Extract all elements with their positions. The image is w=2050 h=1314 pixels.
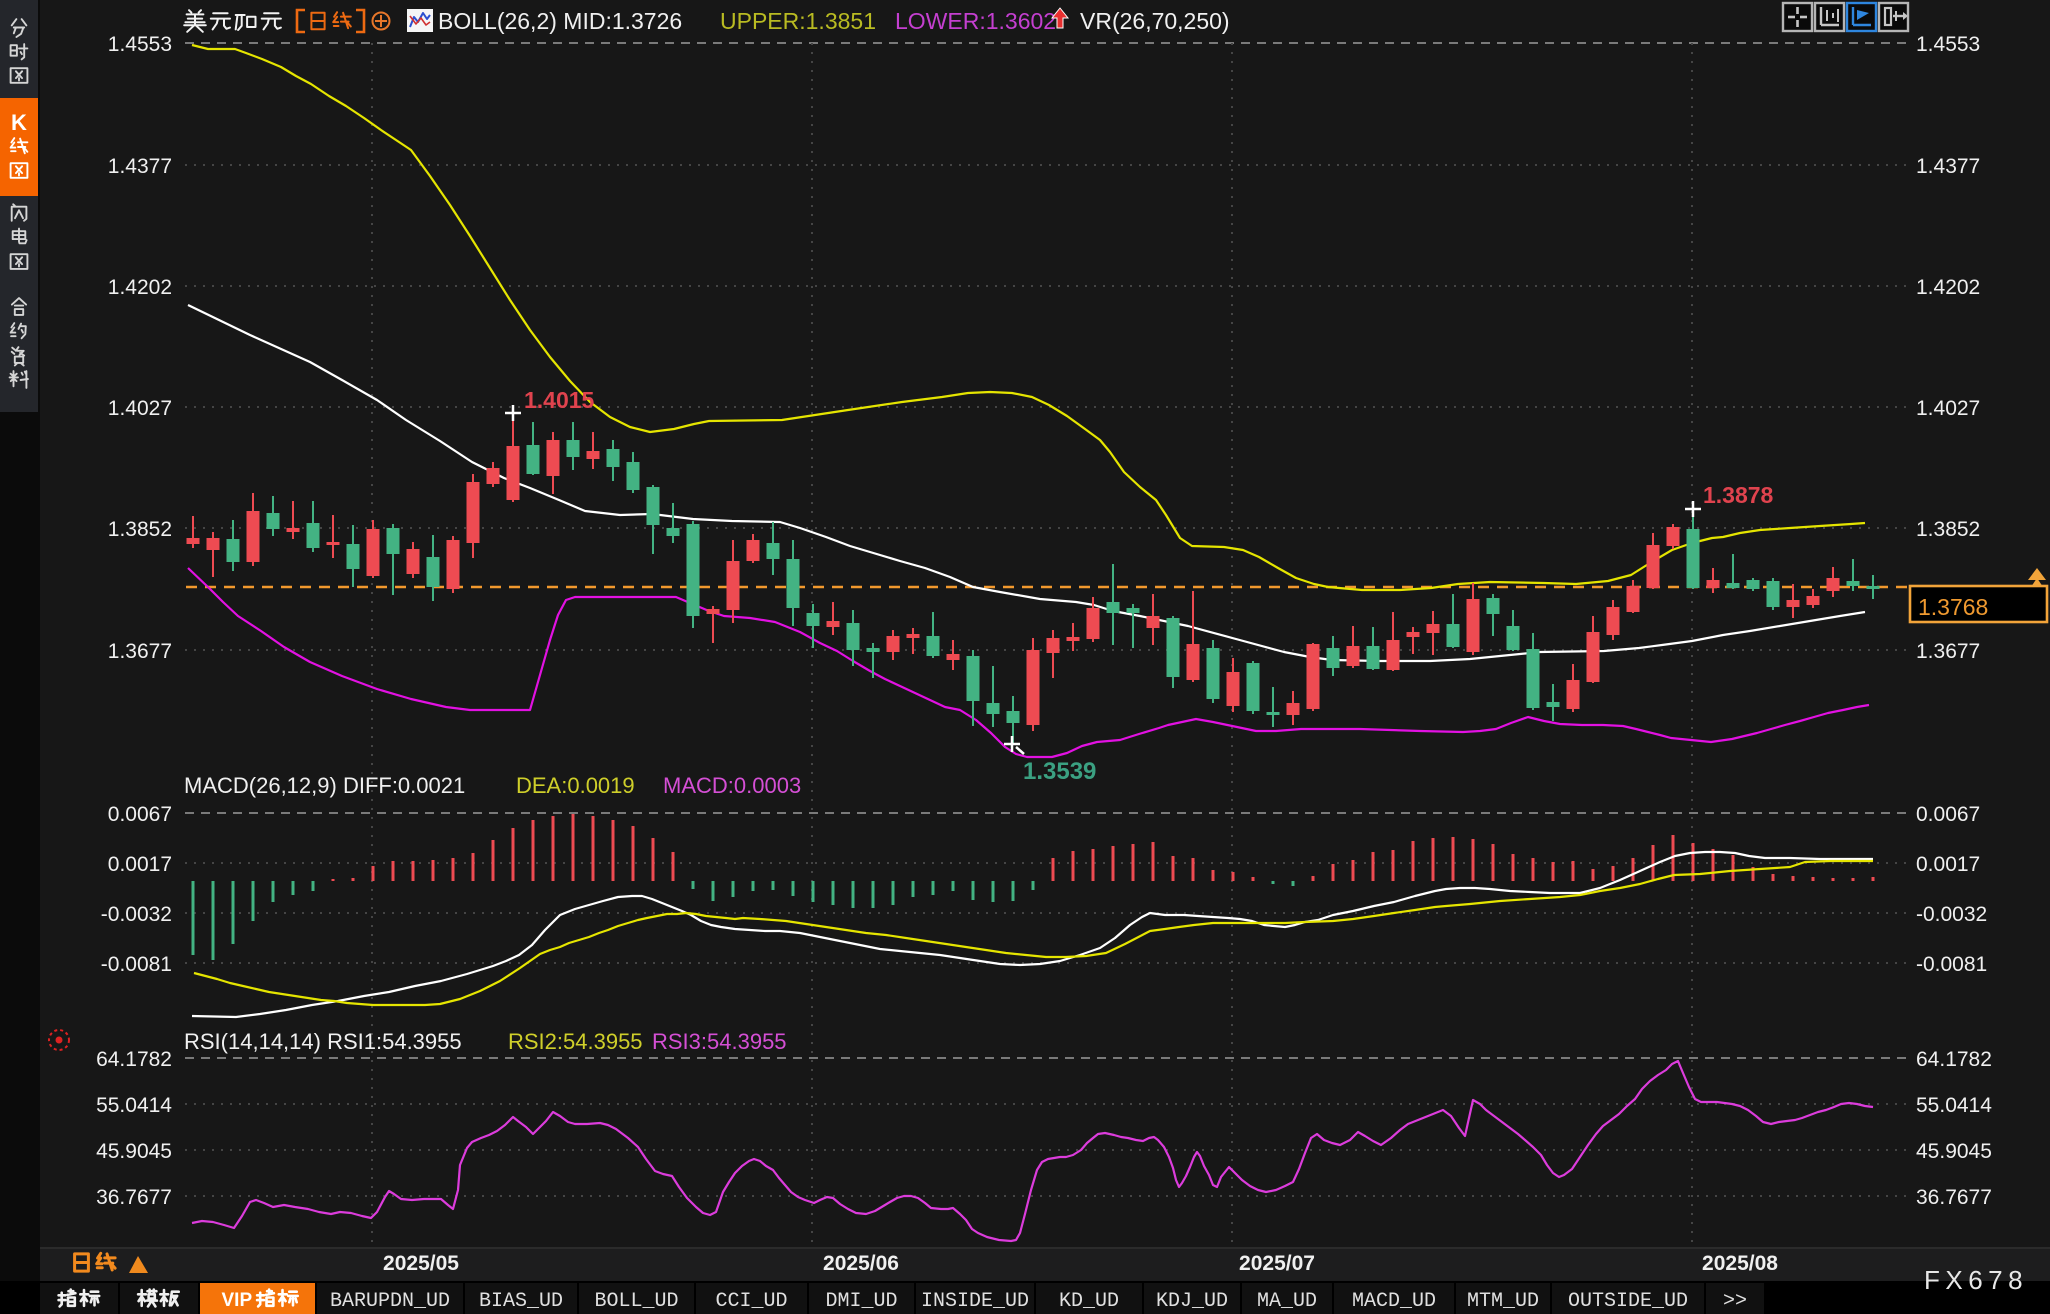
svg-text:-0.0081: -0.0081 — [101, 953, 172, 976]
svg-text:1.3768: 1.3768 — [1918, 594, 1988, 620]
svg-text:1.3852: 1.3852 — [108, 518, 172, 541]
svg-text:RSI2:54.3955: RSI2:54.3955 — [508, 1029, 643, 1054]
svg-text:RSI3:54.3955: RSI3:54.3955 — [652, 1029, 787, 1054]
svg-text:K: K — [11, 110, 27, 135]
svg-text:2025/05: 2025/05 — [383, 1252, 459, 1275]
svg-text:64.1782: 64.1782 — [1916, 1048, 1992, 1071]
svg-text:36.7677: 36.7677 — [96, 1186, 172, 1209]
svg-text:2025/07: 2025/07 — [1239, 1252, 1315, 1275]
svg-text:2025/08: 2025/08 — [1702, 1252, 1778, 1275]
svg-text:1.3677: 1.3677 — [108, 640, 172, 663]
svg-text:1.4015: 1.4015 — [524, 387, 595, 413]
svg-text:BARUPDN_UD: BARUPDN_UD — [330, 1290, 450, 1313]
svg-text:1.3878: 1.3878 — [1703, 482, 1774, 508]
svg-text:1.4553: 1.4553 — [108, 33, 172, 56]
svg-text:1.4202: 1.4202 — [108, 276, 172, 299]
svg-text:0.0017: 0.0017 — [108, 853, 172, 876]
svg-text:1.4027: 1.4027 — [108, 397, 172, 420]
svg-text:0.0067: 0.0067 — [108, 803, 172, 826]
svg-text:55.0414: 55.0414 — [96, 1094, 172, 1117]
svg-text:-0.0032: -0.0032 — [101, 903, 172, 926]
svg-text:VR(26,70,250): VR(26,70,250) — [1080, 8, 1230, 34]
svg-text:MACD_UD: MACD_UD — [1352, 1290, 1436, 1313]
svg-text:1.4202: 1.4202 — [1916, 276, 1980, 299]
svg-text:1.4553: 1.4553 — [1916, 33, 1980, 56]
svg-text:LOWER:1.3602: LOWER:1.3602 — [895, 8, 1056, 34]
svg-text:MA_UD: MA_UD — [1257, 1290, 1317, 1313]
svg-text:CCI_UD: CCI_UD — [715, 1290, 787, 1313]
svg-text:KDJ_UD: KDJ_UD — [1156, 1290, 1228, 1313]
svg-text:UPPER:1.3851: UPPER:1.3851 — [720, 8, 876, 34]
svg-text:1.3539: 1.3539 — [1023, 758, 1096, 785]
svg-text:DEA:0.0019: DEA:0.0019 — [516, 773, 635, 798]
svg-text:1.3852: 1.3852 — [1916, 518, 1980, 541]
svg-text:BOLL(26,2) MID:1.3726: BOLL(26,2) MID:1.3726 — [438, 8, 682, 34]
svg-text:KD_UD: KD_UD — [1059, 1290, 1119, 1313]
svg-text:-0.0032: -0.0032 — [1916, 903, 1987, 926]
svg-text:36.7677: 36.7677 — [1916, 1186, 1992, 1209]
svg-text:64.1782: 64.1782 — [96, 1048, 172, 1071]
svg-text:FX678: FX678 — [1924, 1265, 2028, 1295]
svg-text:OUTSIDE_UD: OUTSIDE_UD — [1568, 1290, 1688, 1313]
svg-text:DMI_UD: DMI_UD — [825, 1290, 897, 1313]
svg-text:1.4027: 1.4027 — [1916, 397, 1980, 420]
svg-text:0.0017: 0.0017 — [1916, 853, 1980, 876]
svg-text:1.3677: 1.3677 — [1916, 640, 1980, 663]
svg-text:VIP: VIP — [222, 1290, 253, 1311]
svg-text:0.0067: 0.0067 — [1916, 803, 1980, 826]
svg-text:RSI(14,14,14) RSI1:54.3955: RSI(14,14,14) RSI1:54.3955 — [184, 1029, 462, 1054]
svg-text:1.4377: 1.4377 — [1916, 155, 1980, 178]
svg-text:BIAS_UD: BIAS_UD — [479, 1290, 563, 1313]
svg-text:MTM_UD: MTM_UD — [1467, 1290, 1539, 1313]
svg-text:45.9045: 45.9045 — [1916, 1140, 1992, 1163]
svg-text:BOLL_UD: BOLL_UD — [594, 1290, 678, 1313]
svg-text:2025/06: 2025/06 — [823, 1252, 899, 1275]
svg-text:-0.0081: -0.0081 — [1916, 953, 1987, 976]
svg-text:MACD(26,12,9) DIFF:0.0021: MACD(26,12,9) DIFF:0.0021 — [184, 773, 465, 798]
svg-text:>>: >> — [1723, 1290, 1747, 1313]
svg-text:MACD:0.0003: MACD:0.0003 — [663, 773, 801, 798]
svg-text:1.4377: 1.4377 — [108, 155, 172, 178]
svg-text:55.0414: 55.0414 — [1916, 1094, 1992, 1117]
svg-text:INSIDE_UD: INSIDE_UD — [921, 1290, 1029, 1313]
svg-text:45.9045: 45.9045 — [96, 1140, 172, 1163]
